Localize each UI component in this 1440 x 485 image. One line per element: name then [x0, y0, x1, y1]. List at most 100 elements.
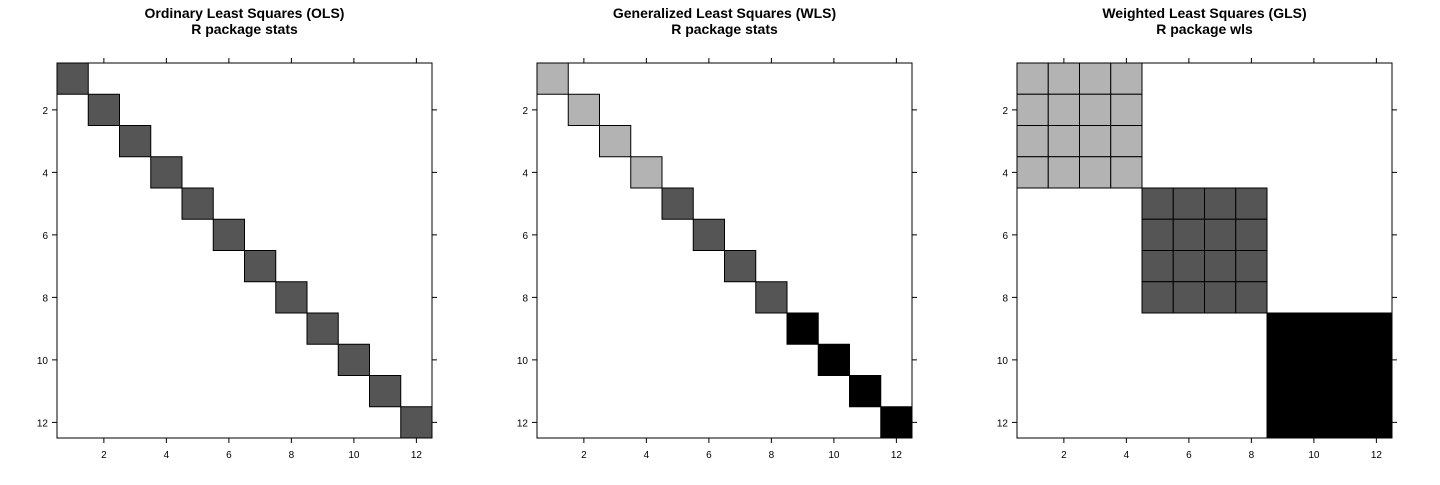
- x-tick-label: 8: [289, 450, 295, 461]
- heatmap-cell: [1110, 156, 1143, 189]
- y-tick-label: 10: [37, 356, 49, 367]
- x-tick-label: 2: [581, 450, 587, 461]
- heatmap-cell: [1079, 125, 1112, 158]
- heatmap-cell: [306, 312, 339, 345]
- y-tick-label: 8: [1002, 293, 1008, 304]
- axes: 2 4 6 8 10 12 2 4 6 8 10 12: [997, 58, 1397, 461]
- heatmap-cell: [337, 343, 370, 376]
- y-tick-label: 8: [522, 293, 528, 304]
- heatmap-cell: [1141, 218, 1174, 251]
- y-tick-label: 10: [997, 356, 1009, 367]
- heatmap-cell: [1235, 250, 1268, 283]
- y-tick-label: 2: [1002, 106, 1008, 117]
- x-tick-label: 4: [164, 450, 170, 461]
- heatmap-cell: [87, 93, 120, 126]
- heatmap-cell: [1204, 250, 1237, 283]
- heatmap-cell: [1079, 156, 1112, 189]
- plot-frame: [1016, 62, 1393, 439]
- y-tick-label: 2: [522, 106, 528, 117]
- heatmap-cell: [1204, 281, 1237, 314]
- heatmap-cell: [244, 250, 277, 283]
- heatmap-cell: [661, 187, 694, 220]
- x-tick-label: 10: [1308, 450, 1320, 461]
- panel-gls: Weighted Least Squares (GLS) R package w…: [997, 5, 1397, 461]
- heatmap-cell: [275, 281, 308, 314]
- heatmap-cells: [536, 62, 913, 439]
- axes: 2 4 6 8 10 12 2 4 6 8 10 12: [517, 58, 917, 461]
- heatmap-cell: [880, 406, 913, 439]
- x-tick-label: 4: [644, 450, 650, 461]
- x-tick-label: 6: [226, 450, 232, 461]
- heatmap-cell: [1016, 93, 1049, 126]
- x-tick-label: 10: [828, 450, 840, 461]
- heatmap-cell: [1047, 62, 1080, 95]
- heatmap-cell: [1047, 156, 1080, 189]
- heatmap-cell: [1110, 93, 1143, 126]
- y-tick-label: 6: [1002, 231, 1008, 242]
- heatmap-cell: [119, 125, 152, 158]
- heatmap-cell: [1172, 187, 1205, 220]
- heatmap-cell: [1172, 250, 1205, 283]
- heatmap-cell: [369, 375, 402, 408]
- heatmap-cell: [1141, 187, 1174, 220]
- y-tick-label: 6: [42, 231, 48, 242]
- plot-frame: [536, 62, 913, 439]
- x-tick-label: 12: [891, 450, 903, 461]
- panel-title: Weighted Least Squares (GLS): [1102, 5, 1306, 21]
- heatmap-cell: [1110, 125, 1143, 158]
- x-tick-label: 10: [348, 450, 360, 461]
- y-tick-label: 2: [42, 106, 48, 117]
- heatmap-block: [1266, 312, 1393, 439]
- heatmap-cell: [400, 406, 433, 439]
- heatmap-cell: [817, 343, 850, 376]
- x-tick-label: 8: [1249, 450, 1255, 461]
- axes: 2 4 6 8 10 12 2 4 6 8 10 12: [37, 58, 437, 461]
- heatmap-cell: [1016, 156, 1049, 189]
- heatmap-cell: [1141, 250, 1174, 283]
- x-tick-label: 2: [1061, 450, 1067, 461]
- y-tick-label: 4: [42, 168, 48, 179]
- heatmap-cell: [1016, 125, 1049, 158]
- x-tick-label: 8: [769, 450, 775, 461]
- panel-subtitle: R package wls: [1156, 21, 1253, 37]
- panel-title: Ordinary Least Squares (OLS): [145, 5, 345, 21]
- y-tick-label: 6: [522, 231, 528, 242]
- heatmap-cell: [536, 62, 569, 95]
- heatmap-cell: [724, 250, 757, 283]
- heatmap-cell: [1172, 218, 1205, 251]
- x-tick-label: 12: [1371, 450, 1383, 461]
- heatmap-cell: [786, 312, 819, 345]
- y-tick-label: 12: [997, 418, 1009, 429]
- y-tick-label: 12: [517, 418, 529, 429]
- panel-subtitle: R package stats: [671, 21, 778, 37]
- panel-ols: Ordinary Least Squares (OLS) R package s…: [37, 5, 437, 461]
- heatmap-cell: [1141, 281, 1174, 314]
- heatmap-cell: [1235, 187, 1268, 220]
- y-tick-label: 10: [517, 356, 529, 367]
- y-tick-label: 4: [1002, 168, 1008, 179]
- plot-frame: [56, 62, 433, 439]
- y-tick-label: 4: [522, 168, 528, 179]
- heatmap-cell: [1079, 93, 1112, 126]
- heatmap-cell: [849, 375, 882, 408]
- panel-subtitle: R package stats: [191, 21, 298, 37]
- heatmap-cell: [1047, 93, 1080, 126]
- panel-title: Generalized Least Squares (WLS): [613, 5, 836, 21]
- heatmap-cell: [212, 218, 245, 251]
- x-tick-label: 2: [101, 450, 107, 461]
- x-tick-label: 4: [1124, 450, 1130, 461]
- panel-wls: Generalized Least Squares (WLS) R packag…: [517, 5, 917, 461]
- heatmap-cells: [1016, 62, 1393, 439]
- heatmap-cell: [630, 156, 663, 189]
- heatmap-cell: [599, 125, 632, 158]
- heatmap-cell: [1079, 62, 1112, 95]
- y-tick-label: 12: [37, 418, 49, 429]
- heatmap-cell: [1016, 62, 1049, 95]
- heatmap-cell: [1235, 281, 1268, 314]
- heatmap-cell: [692, 218, 725, 251]
- heatmap-cell: [1204, 218, 1237, 251]
- heatmap-cell: [150, 156, 183, 189]
- heatmap-cell: [56, 62, 89, 95]
